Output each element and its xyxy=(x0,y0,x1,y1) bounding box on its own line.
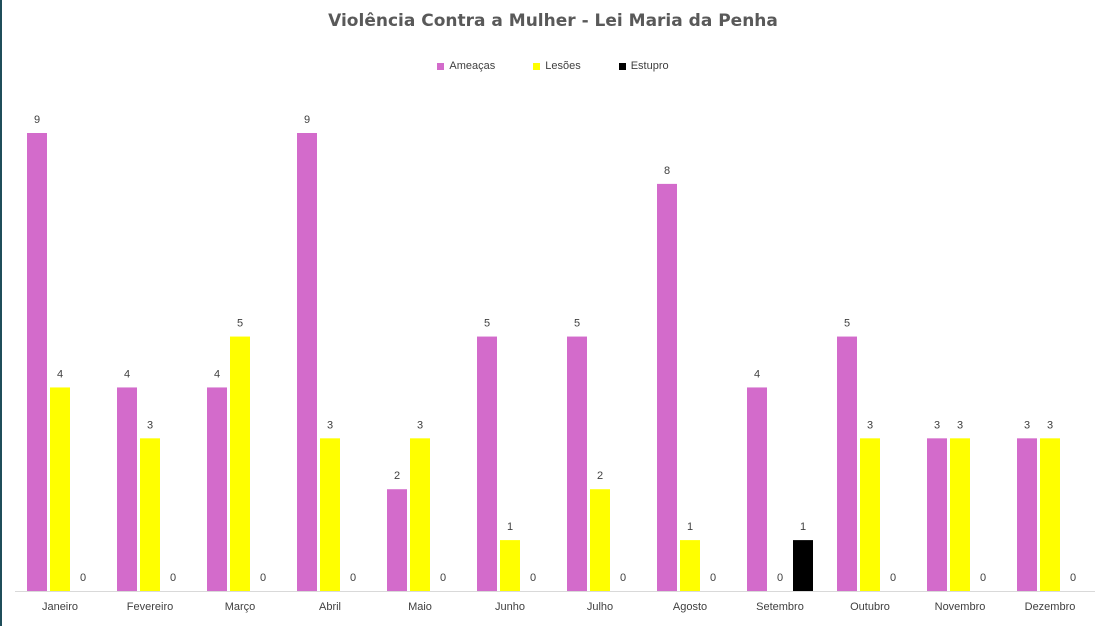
bar xyxy=(500,540,520,591)
data-label: 9 xyxy=(34,114,40,126)
x-tick-label: Fevereiro xyxy=(127,601,173,613)
bar xyxy=(1040,438,1060,591)
x-tick-label: Julho xyxy=(587,601,613,613)
data-label: 0 xyxy=(620,572,626,584)
data-label: 5 xyxy=(237,318,243,330)
data-label: 5 xyxy=(574,318,580,330)
data-label: 0 xyxy=(777,572,783,584)
bar xyxy=(117,387,137,591)
data-label: 3 xyxy=(1024,419,1030,431)
legend-swatch xyxy=(618,62,626,70)
bar xyxy=(1017,438,1037,591)
data-label: 4 xyxy=(214,368,220,380)
data-label: 0 xyxy=(710,572,716,584)
legend-item: Estupro xyxy=(618,60,669,72)
legend-item: Ameaças xyxy=(437,60,495,72)
bar xyxy=(477,336,497,591)
window-edge xyxy=(0,0,2,626)
data-label: 3 xyxy=(957,419,963,431)
chart-title: Violência Contra a Mulher - Lei Maria da… xyxy=(328,11,778,31)
x-tick-label: Maio xyxy=(408,601,432,613)
x-tick-label: Abril xyxy=(319,601,341,613)
data-label: 0 xyxy=(1070,572,1076,584)
bar xyxy=(567,336,587,591)
bar xyxy=(230,336,250,591)
bar xyxy=(50,387,70,591)
data-label: 0 xyxy=(890,572,896,584)
data-label: 2 xyxy=(394,470,400,482)
bar xyxy=(950,438,970,591)
data-label: 1 xyxy=(800,521,806,533)
x-tick-label: Dezembro xyxy=(1025,601,1076,613)
bar xyxy=(590,489,610,591)
bar xyxy=(680,540,700,591)
data-label: 3 xyxy=(417,419,423,431)
data-label: 3 xyxy=(327,419,333,431)
bar xyxy=(410,438,430,591)
data-label: 0 xyxy=(260,572,266,584)
data-label: 4 xyxy=(124,368,130,380)
data-label: 0 xyxy=(530,572,536,584)
legend-label: Lesões xyxy=(545,60,581,72)
x-tick-label: Setembro xyxy=(756,601,804,613)
x-tick-label: Janeiro xyxy=(42,601,78,613)
data-label: 2 xyxy=(597,470,603,482)
data-label: 4 xyxy=(57,368,63,380)
data-label: 0 xyxy=(980,572,986,584)
data-label: 8 xyxy=(664,165,670,177)
legend-swatch xyxy=(437,62,445,70)
data-label: 5 xyxy=(484,318,490,330)
data-label: 0 xyxy=(170,572,176,584)
bar xyxy=(927,438,947,591)
bar xyxy=(207,387,227,591)
bar xyxy=(27,133,47,591)
x-tick-label: Março xyxy=(225,601,256,613)
data-label: 5 xyxy=(844,318,850,330)
bar xyxy=(837,336,857,591)
data-label: 0 xyxy=(80,572,86,584)
legend-item: Lesões xyxy=(533,60,581,72)
bar xyxy=(320,438,340,591)
data-label: 1 xyxy=(687,521,693,533)
bar xyxy=(387,489,407,591)
data-label: 9 xyxy=(304,114,310,126)
legend-label: Ameaças xyxy=(449,60,496,72)
data-label: 4 xyxy=(754,368,760,380)
bar xyxy=(860,438,880,591)
chart-legend: Ameaças Lesões Estupro xyxy=(0,60,1106,72)
bar xyxy=(747,387,767,591)
bar xyxy=(793,540,813,591)
bar xyxy=(657,183,677,591)
x-tick-label: Agosto xyxy=(673,601,707,613)
data-label: 3 xyxy=(147,419,153,431)
data-label: 3 xyxy=(1047,419,1053,431)
x-tick-label: Novembro xyxy=(935,601,986,613)
data-label: 0 xyxy=(440,572,446,584)
data-label: 0 xyxy=(350,572,356,584)
data-label: 3 xyxy=(934,419,940,431)
bar xyxy=(140,438,160,591)
data-label: 3 xyxy=(867,419,873,431)
bar xyxy=(297,133,317,591)
legend-swatch xyxy=(533,62,541,70)
data-label: 1 xyxy=(507,521,513,533)
x-tick-label: Outubro xyxy=(850,601,890,613)
x-tick-label: Junho xyxy=(495,601,525,613)
legend-label: Estupro xyxy=(630,60,669,72)
